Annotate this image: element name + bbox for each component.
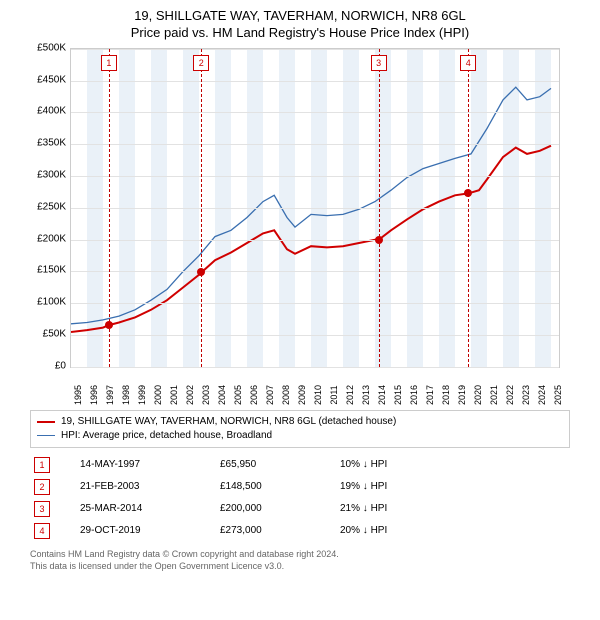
x-axis-label: 2012	[345, 385, 355, 405]
x-axis-label: 2002	[185, 385, 195, 405]
table-date: 29-OCT-2019	[80, 525, 220, 536]
table-marker: 1	[34, 457, 50, 473]
plot-area: 1 2 3 4	[70, 48, 560, 368]
x-axis-label: 2020	[473, 385, 483, 405]
event-dot	[197, 268, 205, 276]
footer: Contains HM Land Registry data © Crown c…	[30, 548, 570, 572]
table-date: 25-MAR-2014	[80, 503, 220, 514]
x-axis-label: 2024	[537, 385, 547, 405]
legend-row: HPI: Average price, detached house, Broa…	[37, 429, 563, 443]
y-axis-label: £200K	[20, 233, 66, 244]
x-axis-label: 1999	[137, 385, 147, 405]
table-price: £148,500	[220, 481, 340, 492]
y-axis-label: £250K	[20, 201, 66, 212]
x-axis-label: 2018	[441, 385, 451, 405]
x-axis-label: 2017	[425, 385, 435, 405]
x-axis-label: 2007	[265, 385, 275, 405]
x-axis-label: 2006	[249, 385, 259, 405]
x-axis-label: 2013	[361, 385, 371, 405]
table-pct: 20% ↓ HPI	[340, 525, 460, 536]
x-axis-label: 2009	[297, 385, 307, 405]
table-date: 21-FEB-2003	[80, 481, 220, 492]
y-axis-label: £350K	[20, 138, 66, 149]
table-price: £200,000	[220, 503, 340, 514]
table-row: 3 25-MAR-2014£200,00021% ↓ HPI	[30, 498, 570, 520]
x-axis-label: 2025	[553, 385, 563, 405]
y-axis-label: £500K	[20, 42, 66, 53]
x-axis-label: 2023	[521, 385, 531, 405]
table-date: 14-MAY-1997	[80, 459, 220, 470]
event-marker: 2	[193, 55, 209, 71]
table-marker: 4	[34, 523, 50, 539]
chart-area: £0 £50K £100K £150K £200K £250K £300K £350K £400…	[20, 48, 580, 408]
footer-line2: This data is licensed under the Open Gov…	[30, 560, 570, 572]
x-axis-label: 2021	[489, 385, 499, 405]
x-axis-label: 2003	[201, 385, 211, 405]
legend: 19, SHILLGATE WAY, TAVERHAM, NORWICH, NR…	[30, 410, 570, 448]
y-axis-label: £0	[20, 360, 66, 371]
x-axis-label: 1995	[73, 385, 83, 405]
x-axis-label: 2008	[281, 385, 291, 405]
table-pct: 10% ↓ HPI	[340, 459, 460, 470]
table-row: 1 14-MAY-1997£65,95010% ↓ HPI	[30, 454, 570, 476]
sale-table: 1 14-MAY-1997£65,95010% ↓ HPI 2 21-FEB-2003…	[30, 454, 570, 542]
title-line1: 19, SHILLGATE WAY, TAVERHAM, NORWICH, NR…	[10, 8, 590, 25]
table-pct: 19% ↓ HPI	[340, 481, 460, 492]
legend-row: 19, SHILLGATE WAY, TAVERHAM, NORWICH, NR…	[37, 415, 563, 429]
x-axis-label: 2019	[457, 385, 467, 405]
legend-label: 19, SHILLGATE WAY, TAVERHAM, NORWICH, NR…	[61, 415, 396, 429]
y-axis-label: £400K	[20, 106, 66, 117]
series-hpi	[71, 87, 551, 324]
table-row: 2 21-FEB-2003£148,50019% ↓ HPI	[30, 476, 570, 498]
event-marker: 1	[101, 55, 117, 71]
x-axis-label: 1998	[121, 385, 131, 405]
event-dot	[464, 189, 472, 197]
title-line2: Price paid vs. HM Land Registry's House …	[10, 25, 590, 42]
x-axis-label: 2000	[153, 385, 163, 405]
y-axis-label: £300K	[20, 169, 66, 180]
x-axis-label: 2010	[313, 385, 323, 405]
table-price: £273,000	[220, 525, 340, 536]
x-axis-label: 2011	[329, 385, 339, 404]
x-axis-label: 2022	[505, 385, 515, 405]
x-axis-label: 1997	[105, 385, 115, 405]
event-marker: 3	[371, 55, 387, 71]
y-axis-label: £50K	[20, 328, 66, 339]
legend-label: HPI: Average price, detached house, Broa…	[61, 429, 272, 443]
table-marker: 3	[34, 501, 50, 517]
footer-line1: Contains HM Land Registry data © Crown c…	[30, 548, 570, 560]
chart-title: 19, SHILLGATE WAY, TAVERHAM, NORWICH, NR…	[10, 8, 590, 42]
y-axis-label: £450K	[20, 74, 66, 85]
event-dot	[375, 236, 383, 244]
x-axis-label: 2016	[409, 385, 419, 405]
y-axis-label: £100K	[20, 297, 66, 308]
x-axis-label: 2015	[393, 385, 403, 405]
x-axis-label: 2005	[233, 385, 243, 405]
table-row: 4 29-OCT-2019£273,00020% ↓ HPI	[30, 520, 570, 542]
x-axis-label: 2014	[377, 385, 387, 405]
event-dot	[105, 321, 113, 329]
table-marker: 2	[34, 479, 50, 495]
y-axis-label: £150K	[20, 265, 66, 276]
x-axis-label: 2004	[217, 385, 227, 405]
x-axis-label: 2001	[169, 385, 179, 405]
event-marker: 4	[460, 55, 476, 71]
x-axis-label: 1996	[89, 385, 99, 405]
table-pct: 21% ↓ HPI	[340, 503, 460, 514]
table-price: £65,950	[220, 459, 340, 470]
